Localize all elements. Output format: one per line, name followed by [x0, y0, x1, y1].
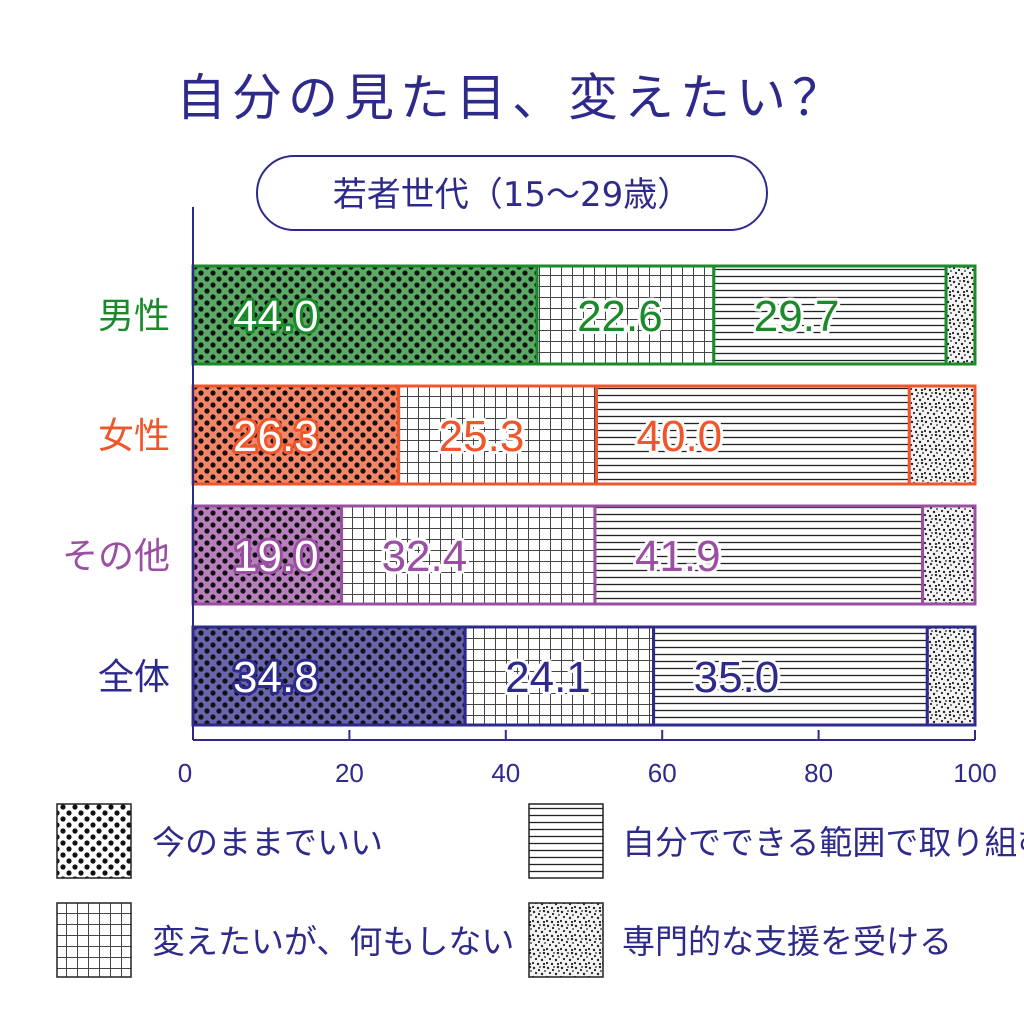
- bar-segment-dots: [191, 625, 467, 727]
- legend-label: 今のままでいい: [152, 823, 383, 862]
- value-label: 41.9: [635, 532, 721, 581]
- x-tick-label: 20: [335, 758, 364, 788]
- chart-title: 自分の見た目、変えたい？: [176, 69, 848, 127]
- value-label: 44.0: [233, 292, 319, 341]
- legend-label: 自分でできる範囲で取り組む: [622, 823, 1024, 862]
- value-label: 24.1: [505, 653, 591, 702]
- x-axis: 0 20 40 60 80 100: [178, 207, 997, 788]
- legend-swatch-horizontal-lines: [528, 803, 604, 879]
- chart-subtitle: 若者世代（15〜29歳）: [333, 175, 692, 215]
- value-label: 40.0: [637, 412, 723, 461]
- category-label: その他: [62, 536, 170, 577]
- bar-segment-grid: [463, 625, 656, 727]
- bar-segment-speckle: [921, 504, 977, 606]
- value-label: 22.6: [577, 292, 663, 341]
- bar-segment-grid: [397, 384, 599, 486]
- value-label: 19.0: [233, 532, 319, 581]
- legend-swatch-dots: [56, 803, 132, 879]
- bar-segment-speckle: [925, 625, 977, 727]
- category-label: 男性: [98, 296, 170, 337]
- legend-swatch-grid: [56, 902, 132, 978]
- bar-segment-grid: [340, 504, 597, 606]
- bar-segment-dots: [191, 504, 344, 606]
- bar-segment-horizontal-lines: [595, 384, 911, 486]
- subtitle-pill: [256, 155, 768, 231]
- x-tick-label: 0: [178, 758, 192, 788]
- category-label: 女性: [98, 416, 170, 457]
- value-label: 25.3: [439, 412, 525, 461]
- legend-label: 変えたいが、何もしない: [152, 922, 514, 961]
- category-label: 全体: [98, 657, 170, 698]
- legend-swatch-speckle: [528, 902, 604, 978]
- legend-label: 専門的な支援を受ける: [622, 922, 952, 961]
- bars-layer: 男性 44.0 22.6 29.7 女性 26.3 25.3 40.0 その他 19.0 32.4 4…: [62, 264, 977, 727]
- value-label: 34.8: [233, 653, 319, 702]
- x-tick-label: 60: [648, 758, 677, 788]
- x-tick-label: 80: [804, 758, 833, 788]
- bar-segment-speckle: [907, 384, 977, 486]
- bar-segment-dots: [191, 264, 539, 366]
- value-label: 26.3: [233, 412, 319, 461]
- x-tick-label: 40: [491, 758, 520, 788]
- x-tick-label: 100: [953, 758, 996, 788]
- value-label: 29.7: [754, 292, 840, 341]
- bar-segment-dots: [191, 384, 401, 486]
- bar-segment-horizontal-lines: [652, 625, 929, 727]
- value-label: 35.0: [694, 653, 780, 702]
- bar-segment-horizontal-lines: [593, 504, 925, 606]
- bar-segment-speckle: [944, 264, 977, 366]
- value-label: 32.4: [382, 532, 468, 581]
